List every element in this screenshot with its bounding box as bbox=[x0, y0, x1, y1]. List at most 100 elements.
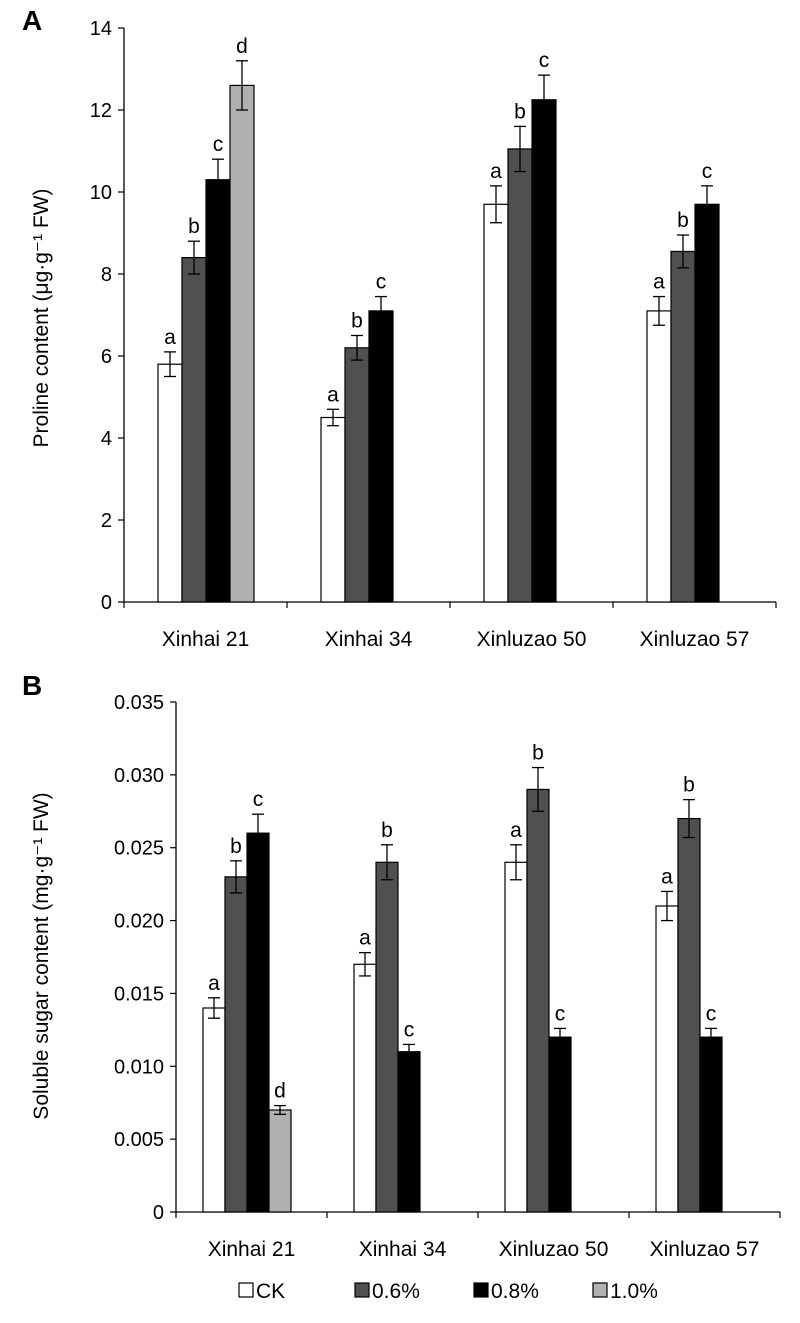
bar-ck bbox=[504, 861, 528, 1213]
legend-label-ck: CK bbox=[256, 1280, 285, 1303]
y-tick-label: 0.015 bbox=[114, 983, 164, 1005]
panel-a-axes: 0 2 4 6 8 10 12 14 Xinhai 21 Xinhai 34 Xinluzao 50… bbox=[90, 18, 777, 651]
bar-0-6 bbox=[670, 250, 696, 603]
bar-0-8 bbox=[531, 99, 557, 603]
legend-item-0-6: 0.6% bbox=[354, 1280, 420, 1303]
bar-0-8 bbox=[548, 1036, 572, 1213]
bar-0-8 bbox=[246, 832, 270, 1213]
x-tick-label: Xinhai 34 bbox=[325, 628, 413, 651]
bar-1-0 bbox=[268, 1109, 292, 1213]
y-tick-label: 2 bbox=[101, 510, 112, 532]
bar-0-6 bbox=[526, 788, 550, 1213]
bar-0-6 bbox=[224, 876, 248, 1213]
significance-label: b bbox=[230, 835, 242, 858]
x-tick-label: Xinhai 21 bbox=[162, 628, 250, 651]
x-tick-label: Xinluzao 50 bbox=[477, 628, 587, 651]
x-tick-label: Xinluzao 57 bbox=[650, 1238, 760, 1261]
y-tick-label: 0.035 bbox=[114, 692, 164, 714]
bar-0-6 bbox=[344, 347, 370, 603]
significance-label: d bbox=[236, 35, 248, 58]
significance-label: c bbox=[404, 1018, 415, 1041]
significance-label: c bbox=[253, 788, 264, 811]
x-tick-label: Xinhai 21 bbox=[208, 1238, 296, 1261]
legend-item-1-0: 1.0% bbox=[592, 1280, 658, 1303]
significance-label: d bbox=[274, 1080, 286, 1103]
panel-a-letter: A bbox=[22, 5, 42, 36]
y-tick-label: 12 bbox=[90, 100, 112, 122]
significance-label: c bbox=[706, 1002, 717, 1025]
bar-ck bbox=[320, 416, 346, 603]
y-tick-label: 14 bbox=[90, 18, 112, 40]
y-tick-label: 0.025 bbox=[114, 838, 164, 860]
legend-swatch-ck bbox=[238, 1282, 254, 1298]
legend-swatch-0-6 bbox=[354, 1282, 370, 1298]
legend-swatch-0-8 bbox=[473, 1282, 489, 1298]
significance-label: b bbox=[381, 819, 393, 842]
significance-label: b bbox=[514, 100, 526, 123]
panel-a-y-axis-title: Proline content (μg·g⁻¹ FW) bbox=[30, 189, 53, 448]
panel-b-axes: 0 0.005 0.010 0.015 0.020 0.025 0.030 0.035 Xinh… bbox=[114, 692, 781, 1261]
y-tick-label: 6 bbox=[101, 346, 112, 368]
bar-1-0 bbox=[229, 84, 255, 603]
significance-label: a bbox=[661, 865, 673, 888]
legend-label-0-8: 0.8% bbox=[491, 1280, 539, 1303]
bar-ck bbox=[655, 905, 679, 1213]
significance-label: a bbox=[359, 927, 371, 950]
bar-0-6 bbox=[375, 861, 399, 1213]
significance-label: b bbox=[532, 742, 544, 765]
bar-0-6 bbox=[507, 148, 533, 603]
bar-ck bbox=[646, 310, 672, 603]
panel-b-chart: B Soluble sugar content (mg·g⁻¹ FW) 0 0.0… bbox=[22, 670, 781, 1261]
significance-label: a bbox=[490, 160, 502, 183]
significance-label: b bbox=[188, 215, 200, 238]
significance-label: a bbox=[653, 271, 665, 294]
significance-label: c bbox=[376, 271, 387, 294]
significance-label: a bbox=[327, 383, 339, 406]
y-tick-label: 8 bbox=[101, 264, 112, 286]
bar-ck bbox=[157, 363, 183, 603]
bar-0-8 bbox=[699, 1036, 723, 1213]
legend-item-ck: CK bbox=[238, 1280, 285, 1303]
significance-label: c bbox=[213, 133, 224, 156]
bar-0-8 bbox=[397, 1051, 421, 1213]
bar-0-8 bbox=[368, 310, 394, 603]
x-tick-label: Xinhai 34 bbox=[359, 1238, 447, 1261]
panel-a-chart: A Proline content (μg·g⁻¹ FW) 0 2 4 6 8 10 12 1… bbox=[22, 5, 777, 651]
y-tick-label: 10 bbox=[90, 182, 112, 204]
panel-b-y-axis-title: Soluble sugar content (mg·g⁻¹ FW) bbox=[30, 792, 53, 1119]
bar-0-6 bbox=[677, 817, 701, 1213]
y-tick-label: 0.020 bbox=[114, 911, 164, 933]
significance-label: c bbox=[539, 49, 550, 72]
x-tick-label: Xinluzao 57 bbox=[640, 628, 750, 651]
bar-ck bbox=[202, 1007, 226, 1213]
legend-swatch-1-0 bbox=[592, 1282, 608, 1298]
significance-label: a bbox=[510, 819, 522, 842]
legend: CK 0.6% 0.8% 1.0% bbox=[238, 1280, 658, 1303]
significance-label: c bbox=[555, 1002, 566, 1025]
legend-label-1-0: 1.0% bbox=[610, 1280, 658, 1303]
legend-label-0-6: 0.6% bbox=[372, 1280, 420, 1303]
significance-label: c bbox=[702, 160, 713, 183]
bar-ck bbox=[353, 963, 377, 1213]
bar-ck bbox=[483, 203, 509, 603]
panel-b-bars: a b c d a b c a b c a b c bbox=[202, 742, 723, 1213]
bar-0-6 bbox=[181, 257, 207, 603]
legend-item-0-8: 0.8% bbox=[473, 1280, 539, 1303]
significance-label: b bbox=[677, 209, 689, 232]
y-tick-label: 4 bbox=[101, 428, 112, 450]
y-tick-label: 0 bbox=[153, 1202, 164, 1224]
significance-label: a bbox=[164, 326, 176, 349]
panel-b-letter: B bbox=[22, 670, 42, 701]
bar-0-8 bbox=[205, 179, 231, 603]
y-tick-label: 0 bbox=[101, 592, 112, 614]
x-tick-label: Xinluzao 50 bbox=[499, 1238, 609, 1261]
y-tick-label: 0.030 bbox=[114, 765, 164, 787]
y-tick-label: 0.010 bbox=[114, 1056, 164, 1078]
significance-label: b bbox=[351, 310, 363, 333]
y-tick-label: 0.005 bbox=[114, 1129, 164, 1151]
significance-label: b bbox=[683, 774, 695, 797]
bar-0-8 bbox=[694, 203, 720, 603]
significance-label: a bbox=[208, 972, 220, 995]
